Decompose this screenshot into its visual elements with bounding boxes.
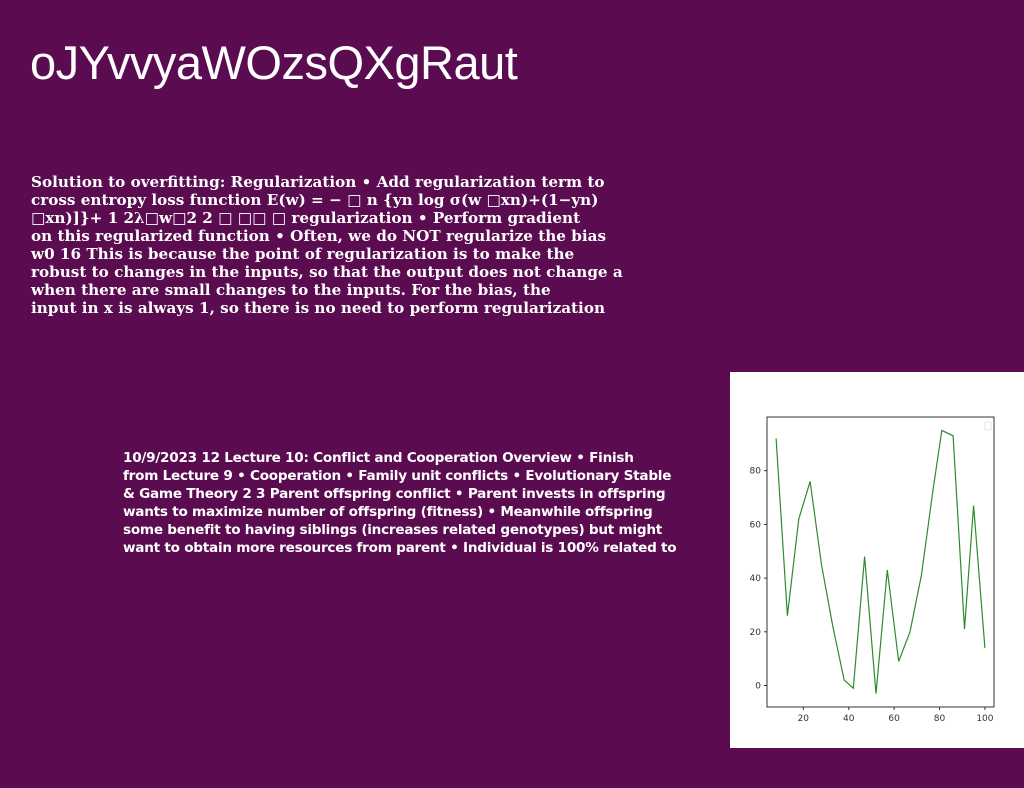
y-tick-label: 20 [750, 628, 762, 638]
legend-box [984, 421, 992, 431]
x-tick-label: 80 [934, 714, 946, 724]
text-line: Solution to overfitting: Regularization … [31, 173, 605, 191]
text-line: cross entropy loss function E(w) = − □ n… [31, 191, 599, 209]
y-tick-label: 80 [750, 467, 762, 477]
regularization-text-block: Solution to overfitting: Regularization … [31, 173, 656, 317]
text-line: wants to maximize number of offspring (f… [123, 504, 653, 520]
x-tick-label: 60 [888, 714, 900, 724]
text-line: want to obtain more resources from paren… [123, 540, 677, 556]
y-tick-label: 60 [750, 520, 762, 530]
text-line: input in x is always 1, so there is no n… [31, 299, 606, 317]
slide-title: oJYvvyaWOzsQXgRaut [30, 36, 518, 89]
y-tick-label: 0 [755, 682, 761, 692]
text-line: & Game Theory 2 3 Parent offspring confl… [123, 486, 666, 502]
lecture-text-block: 10/9/2023 12 Lecture 10: Conflict and Co… [123, 449, 733, 557]
x-tick-label: 100 [976, 714, 993, 724]
x-tick-label: 20 [798, 714, 810, 724]
plot-frame [766, 416, 995, 708]
text-line: from Lecture 9 • Cooperation • Family un… [123, 468, 672, 484]
text-line: 10/9/2023 12 Lecture 10: Conflict and Co… [123, 450, 634, 466]
text-line: w0 16 This is because the point of regul… [31, 245, 575, 263]
text-line: when there are small changes to the inpu… [31, 281, 551, 299]
x-tick-label: 40 [843, 714, 855, 724]
series-line [775, 429, 986, 694]
text-line: some benefit to having siblings (increas… [123, 522, 663, 538]
text-line: on this regularized function • Often, we… [31, 227, 607, 245]
text-line: □xn)]}+ 1 2λ□w□2 2 □ □□ □ regularization… [31, 209, 581, 227]
y-tick-label: 40 [750, 574, 762, 584]
text-line: robust to changes in the inputs, so that… [31, 263, 623, 281]
line-chart-image: 20 40 60 80 100 0 20 40 60 80 [730, 372, 1024, 748]
line-chart: 20 40 60 80 100 0 20 40 60 80 [750, 416, 995, 724]
